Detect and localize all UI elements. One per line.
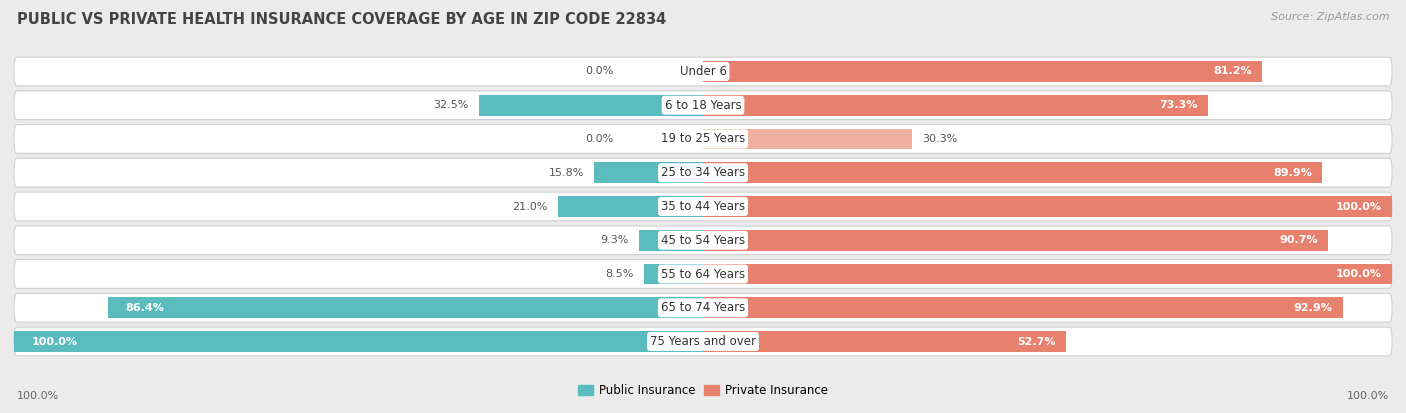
FancyBboxPatch shape xyxy=(14,125,1392,153)
Bar xyxy=(703,61,1263,82)
Text: 86.4%: 86.4% xyxy=(125,303,165,313)
Bar xyxy=(703,95,1208,116)
Bar xyxy=(638,230,703,251)
Text: 75 Years and over: 75 Years and over xyxy=(650,335,756,348)
Text: 100.0%: 100.0% xyxy=(1347,391,1389,401)
FancyBboxPatch shape xyxy=(14,159,1392,187)
Text: 81.2%: 81.2% xyxy=(1213,66,1253,76)
Text: 35 to 44 Years: 35 to 44 Years xyxy=(661,200,745,213)
Bar xyxy=(558,196,703,217)
Text: 19 to 25 Years: 19 to 25 Years xyxy=(661,133,745,145)
FancyBboxPatch shape xyxy=(14,260,1392,288)
Text: Source: ZipAtlas.com: Source: ZipAtlas.com xyxy=(1271,12,1389,22)
FancyBboxPatch shape xyxy=(14,327,1392,356)
Text: 30.3%: 30.3% xyxy=(922,134,957,144)
Text: 6 to 18 Years: 6 to 18 Years xyxy=(665,99,741,112)
Bar xyxy=(703,297,1343,318)
Text: 55 to 64 Years: 55 to 64 Years xyxy=(661,268,745,280)
FancyBboxPatch shape xyxy=(14,91,1392,120)
FancyBboxPatch shape xyxy=(14,192,1392,221)
FancyBboxPatch shape xyxy=(14,57,1392,86)
Text: 21.0%: 21.0% xyxy=(513,202,548,211)
Text: 52.7%: 52.7% xyxy=(1017,337,1056,347)
Text: 73.3%: 73.3% xyxy=(1160,100,1198,110)
Text: 0.0%: 0.0% xyxy=(585,134,613,144)
FancyBboxPatch shape xyxy=(14,293,1392,322)
Text: 8.5%: 8.5% xyxy=(606,269,634,279)
Text: PUBLIC VS PRIVATE HEALTH INSURANCE COVERAGE BY AGE IN ZIP CODE 22834: PUBLIC VS PRIVATE HEALTH INSURANCE COVER… xyxy=(17,12,666,27)
Text: 32.5%: 32.5% xyxy=(433,100,468,110)
Text: 92.9%: 92.9% xyxy=(1294,303,1333,313)
Text: 100.0%: 100.0% xyxy=(31,337,77,347)
Text: 15.8%: 15.8% xyxy=(548,168,583,178)
Text: 0.0%: 0.0% xyxy=(585,66,613,76)
Text: 90.7%: 90.7% xyxy=(1279,235,1317,245)
Text: 100.0%: 100.0% xyxy=(1336,202,1382,211)
Text: 65 to 74 Years: 65 to 74 Years xyxy=(661,301,745,314)
Bar xyxy=(14,331,703,352)
Bar xyxy=(644,263,703,285)
Text: 100.0%: 100.0% xyxy=(17,391,59,401)
Bar xyxy=(703,128,911,150)
Bar xyxy=(703,128,911,150)
Legend: Public Insurance, Private Insurance: Public Insurance, Private Insurance xyxy=(574,379,832,401)
Text: 9.3%: 9.3% xyxy=(600,235,628,245)
FancyBboxPatch shape xyxy=(14,226,1392,254)
Bar xyxy=(595,162,703,183)
Text: 25 to 34 Years: 25 to 34 Years xyxy=(661,166,745,179)
Bar xyxy=(108,297,703,318)
Bar xyxy=(703,230,1327,251)
Text: 100.0%: 100.0% xyxy=(1336,269,1382,279)
Bar xyxy=(479,95,703,116)
Text: 45 to 54 Years: 45 to 54 Years xyxy=(661,234,745,247)
Bar xyxy=(703,263,1392,285)
Bar xyxy=(703,196,1392,217)
Bar xyxy=(703,162,1323,183)
Bar xyxy=(703,331,1066,352)
Text: 89.9%: 89.9% xyxy=(1274,168,1312,178)
Text: Under 6: Under 6 xyxy=(679,65,727,78)
